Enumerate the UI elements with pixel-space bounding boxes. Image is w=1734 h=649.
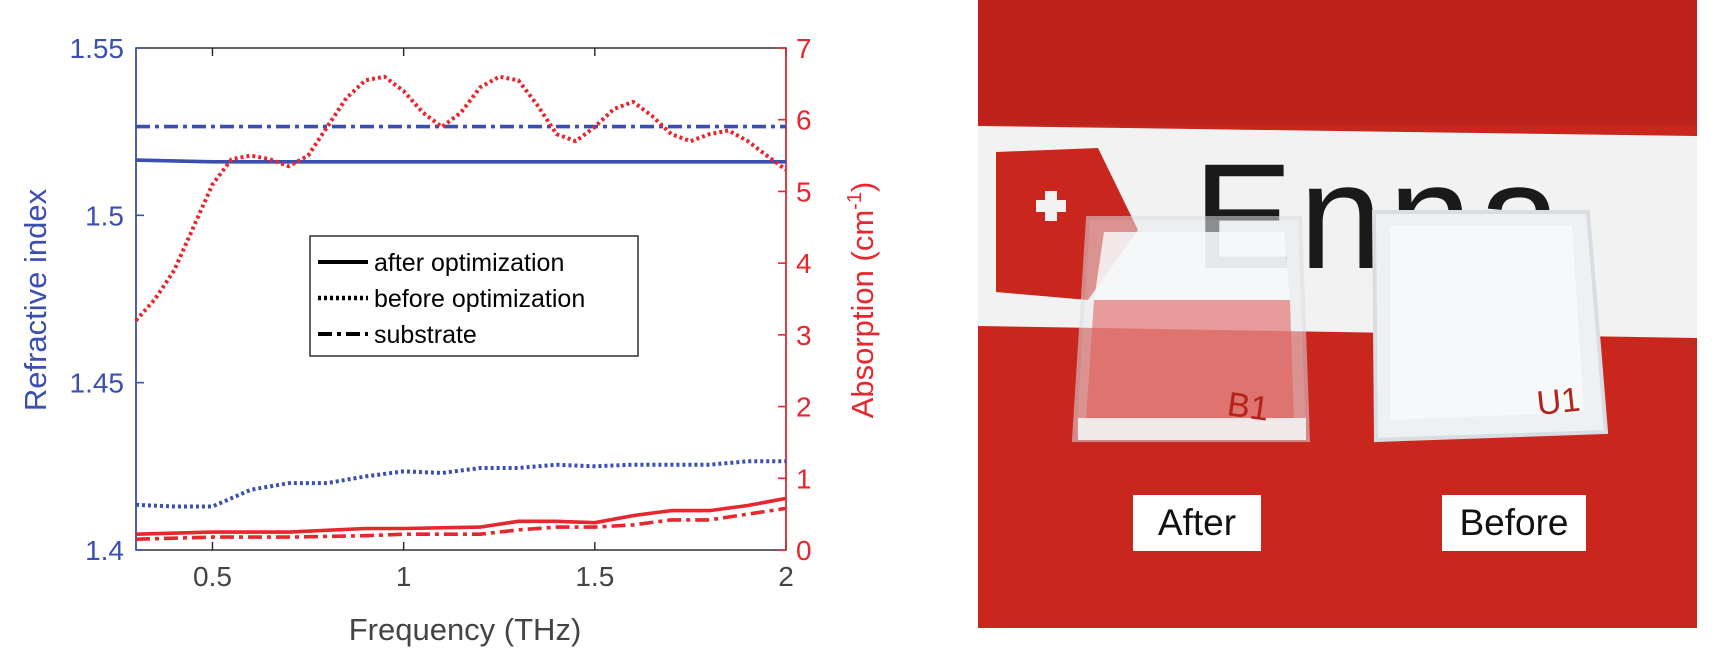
x-axis-label: Frequency (THz): [349, 612, 582, 647]
series-refractive-index-after-optimization: [135, 158, 786, 164]
after-label: After: [1133, 495, 1261, 551]
y-right-tick-label: 2: [796, 392, 812, 423]
x-axis: 0.5 1 1.5 2: [193, 48, 794, 592]
legend-label: before optimization: [374, 285, 585, 313]
dual-axis-line-chart: 0.5 1 1.5 2 1.4 1.45 1.5 1.55 0 1 2 3 4 5 6 7 after o…: [18, 33, 880, 647]
series-layer: [134, 74, 788, 541]
legend-label: after optimization: [374, 249, 564, 277]
photo-drawing: Enna B1 U1: [978, 0, 1697, 628]
y-left-tick-label: 1.4: [85, 535, 124, 566]
y-right-tick-label: 6: [796, 105, 812, 136]
sample-before: U1: [1371, 210, 1609, 443]
y-right-tick-label: 1: [796, 463, 812, 494]
y-axis-right-label-sup: -1: [844, 192, 866, 210]
y-right-tick-label: 3: [796, 320, 812, 351]
y-right-tick-label: 4: [796, 248, 812, 279]
x-tick-label: 2: [778, 561, 794, 592]
sample-after: B1: [1071, 216, 1311, 442]
x-tick-label: 0.5: [193, 561, 232, 592]
sample-mark-left: B1: [1225, 385, 1271, 428]
series-absorption-after-optimization: [135, 496, 787, 536]
y-axis-right-label-main: Absorption (cm: [845, 210, 880, 418]
legend-label: substrate: [374, 321, 477, 349]
tablecloth-shade: [978, 0, 1697, 125]
series-refractive-index-before-optimization: [135, 459, 786, 509]
y-axis-right: 0 1 2 3 4 5 6 7: [778, 33, 812, 566]
y-left-tick-label: 1.45: [70, 368, 125, 399]
y-axis-left-label: Refractive index: [18, 188, 53, 411]
x-tick-label: 1: [396, 561, 412, 592]
x-tick-label: 1.5: [575, 561, 614, 592]
series-absorption-substrate: [135, 506, 787, 541]
sample-photo: Enna B1 U1 After Before: [978, 0, 1697, 628]
sample-mark-right: U1: [1535, 381, 1582, 423]
y-right-tick-label: 0: [796, 535, 812, 566]
y-axis-left: 1.4 1.45 1.5 1.55: [70, 33, 144, 566]
y-left-tick-label: 1.55: [70, 33, 125, 64]
y-right-tick-label: 7: [796, 33, 812, 64]
y-right-tick-label: 5: [796, 176, 812, 207]
before-label: Before: [1442, 495, 1586, 551]
legend-box: [309, 235, 639, 357]
y-axis-right-label-close: ): [845, 182, 880, 192]
y-left-tick-label: 1.5: [85, 200, 124, 231]
legend: after optimization before optimization sub…: [309, 235, 639, 357]
y-axis-right-label: Absorption (cm-1): [844, 182, 880, 419]
